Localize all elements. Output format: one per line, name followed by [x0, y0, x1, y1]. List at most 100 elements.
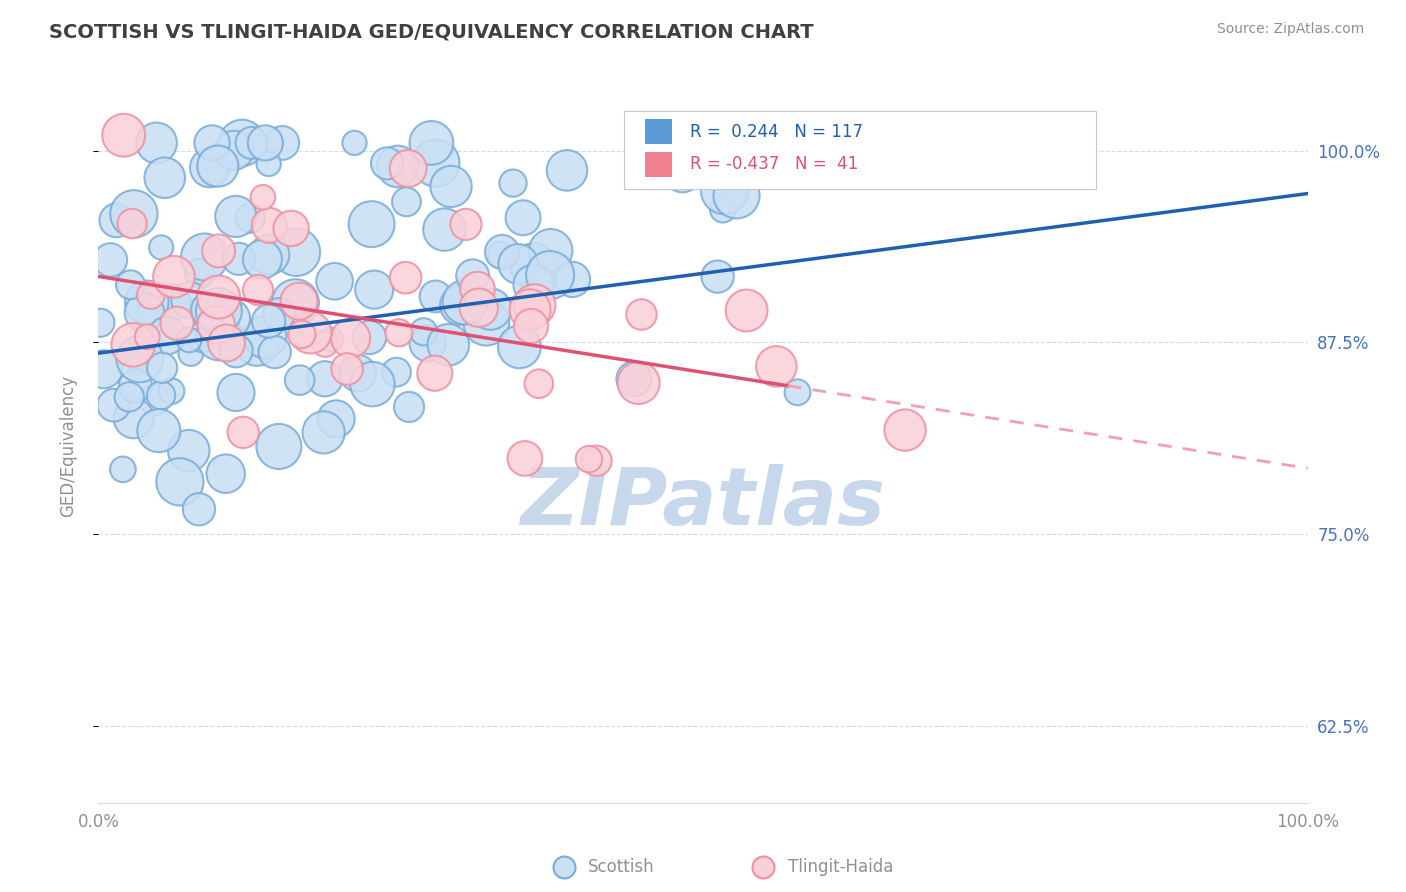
Point	[425, 289, 447, 303]
Point	[254, 330, 277, 344]
Point	[433, 222, 456, 236]
Point	[725, 188, 748, 202]
Point	[180, 346, 202, 360]
Point	[555, 163, 578, 178]
Point	[259, 219, 281, 233]
Point	[489, 247, 512, 261]
Point	[252, 190, 274, 204]
Point	[527, 376, 550, 391]
Point	[128, 354, 150, 368]
Point	[207, 290, 229, 304]
Point	[148, 297, 170, 311]
Text: R =  0.244   N = 117: R = 0.244 N = 117	[690, 123, 863, 141]
Point	[627, 376, 650, 390]
Point	[423, 366, 446, 380]
Point	[623, 372, 645, 386]
Point	[191, 330, 214, 344]
Point	[440, 179, 463, 194]
Point	[120, 277, 142, 292]
Point	[359, 330, 381, 344]
Point	[454, 295, 477, 310]
Point	[188, 266, 211, 280]
Point	[578, 452, 600, 467]
Point	[449, 298, 471, 312]
Point	[395, 194, 418, 209]
Point	[467, 282, 489, 296]
Point	[375, 156, 398, 170]
Point	[513, 451, 536, 466]
Point	[124, 379, 146, 393]
Point	[491, 244, 513, 259]
Point	[209, 311, 232, 326]
Point	[299, 326, 322, 340]
Point	[219, 311, 242, 326]
Point	[179, 333, 201, 347]
Point	[630, 308, 652, 322]
Point	[468, 301, 491, 315]
Point	[118, 390, 141, 404]
Point	[263, 345, 285, 359]
Point	[314, 337, 336, 351]
Point	[122, 207, 145, 221]
Point	[269, 307, 291, 321]
Point	[89, 316, 111, 330]
Point	[247, 283, 270, 297]
Point	[291, 327, 314, 342]
Point	[222, 144, 245, 158]
Point	[454, 218, 477, 232]
Point	[231, 136, 253, 150]
Bar	[645, 120, 672, 145]
Point	[540, 244, 562, 258]
Point	[163, 269, 186, 284]
Point	[319, 333, 342, 347]
Point	[150, 388, 173, 402]
Point	[361, 377, 384, 392]
Point	[111, 462, 134, 476]
Point	[177, 443, 200, 458]
Point	[225, 385, 247, 400]
Point	[508, 257, 530, 271]
Point	[208, 304, 231, 318]
Point	[162, 295, 184, 310]
Text: R = -0.437   N =  41: R = -0.437 N = 41	[690, 155, 858, 173]
Point	[246, 337, 269, 351]
Y-axis label: GED/Equivalency: GED/Equivalency	[59, 375, 77, 517]
Point	[285, 245, 308, 260]
Point	[188, 502, 211, 516]
Point	[122, 411, 145, 425]
Point	[765, 359, 787, 374]
Point	[225, 210, 247, 224]
Point	[93, 362, 115, 376]
Point	[508, 340, 530, 354]
Point	[139, 288, 162, 302]
Point	[396, 161, 419, 176]
Point	[479, 301, 502, 316]
Point	[394, 270, 416, 285]
Text: SCOTTISH VS TLINGIT-HAIDA GED/EQUIVALENCY CORRELATION CHART: SCOTTISH VS TLINGIT-HAIDA GED/EQUIVALENC…	[49, 22, 814, 41]
Point	[240, 136, 263, 150]
Point	[257, 314, 280, 328]
Point	[280, 221, 302, 235]
Point	[412, 325, 434, 339]
Point	[98, 252, 121, 267]
Point	[208, 330, 231, 344]
Point	[228, 252, 250, 266]
Point	[325, 412, 347, 426]
Point	[706, 269, 728, 284]
Point	[143, 392, 166, 407]
Point	[215, 336, 238, 351]
Point	[561, 272, 583, 286]
Point	[425, 156, 447, 170]
Point	[385, 365, 408, 379]
Point	[538, 268, 561, 282]
Point	[122, 338, 145, 352]
Point	[894, 423, 917, 437]
Bar	[645, 152, 672, 177]
Point	[339, 331, 361, 345]
Point	[284, 295, 307, 310]
Point	[148, 424, 170, 438]
Point	[523, 260, 546, 274]
Point	[671, 167, 693, 181]
Point	[201, 136, 224, 150]
Point	[416, 336, 439, 351]
